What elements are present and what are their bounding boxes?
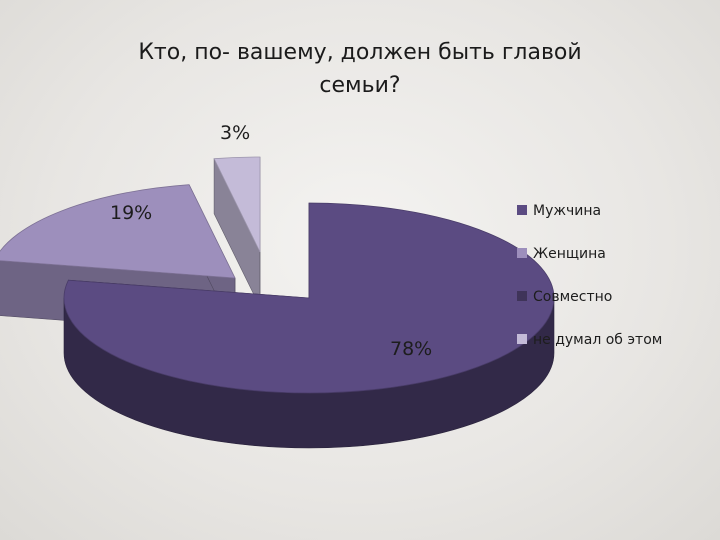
pie-slice-1: [63, 202, 555, 449]
pie-slice-top: [63, 202, 555, 394]
chart-title: Кто, по- вашему, должен быть главой семь…: [138, 40, 582, 98]
legend-swatch: [517, 248, 527, 258]
legend-swatch: [517, 205, 527, 215]
pie-slice-top: [0, 184, 236, 279]
legend-swatch: [517, 291, 527, 301]
data-label: 78%: [390, 338, 432, 360]
legend: Мужчина Женщина Совместно не думал об этом: [517, 203, 662, 348]
legend-label: Мужчина: [533, 203, 601, 219]
data-label: 3%: [220, 122, 250, 144]
pie-slice-top: [213, 156, 261, 253]
pie-tops: [0, 156, 555, 449]
data-label: 19%: [110, 202, 152, 224]
pie-slice-4: [213, 156, 261, 308]
legend-label: Совместно: [533, 289, 612, 305]
legend-swatch: [517, 334, 527, 344]
legend-label: не думал об этом: [533, 332, 662, 348]
legend-label: Женщина: [533, 246, 606, 262]
